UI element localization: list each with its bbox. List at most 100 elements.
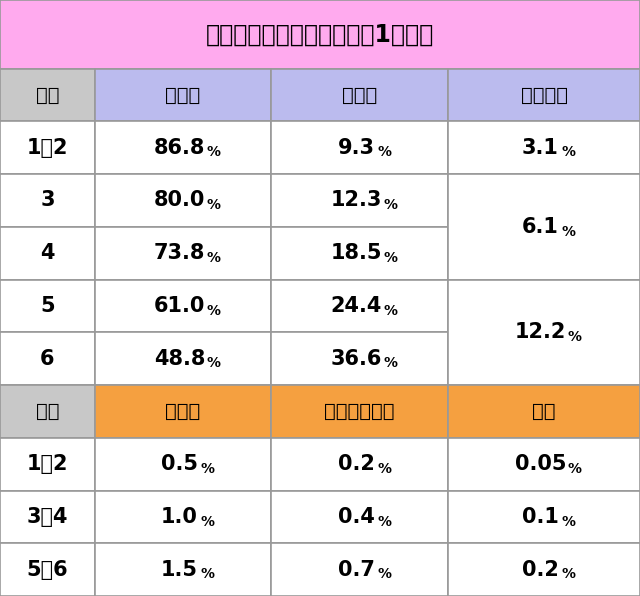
Text: 超高確へ: 超高確へ — [520, 85, 568, 104]
Text: 1・2: 1・2 — [27, 138, 68, 158]
Text: 6: 6 — [40, 349, 54, 369]
Bar — [0, 491, 95, 544]
Text: %: % — [378, 145, 392, 160]
Text: 3・4: 3・4 — [27, 507, 68, 527]
Bar — [271, 544, 448, 596]
Text: 1.0: 1.0 — [161, 507, 198, 527]
Text: 48.8: 48.8 — [154, 349, 205, 369]
Bar — [448, 491, 640, 544]
Text: 設定: 設定 — [36, 85, 59, 104]
Text: %: % — [383, 198, 397, 212]
Text: 73.8: 73.8 — [154, 243, 205, 263]
Bar — [95, 122, 271, 174]
Text: %: % — [378, 462, 392, 476]
Text: %: % — [378, 567, 392, 582]
Bar — [95, 438, 271, 491]
Text: 1.5: 1.5 — [161, 560, 198, 580]
Bar — [95, 280, 271, 333]
Text: 高確へ: 高確へ — [342, 85, 378, 104]
Text: 86.8: 86.8 — [154, 138, 205, 158]
Text: 5: 5 — [40, 296, 54, 316]
Text: %: % — [378, 515, 392, 529]
Bar — [95, 544, 271, 596]
Bar — [95, 69, 271, 122]
Bar — [0, 385, 95, 438]
Text: 0.7: 0.7 — [337, 560, 374, 580]
Bar — [0, 227, 95, 280]
Text: %: % — [201, 515, 215, 529]
Bar — [271, 280, 448, 333]
Bar — [0, 333, 95, 385]
Bar — [95, 227, 271, 280]
Text: 1・2: 1・2 — [27, 454, 68, 474]
Text: 0.2: 0.2 — [522, 560, 559, 580]
Bar — [271, 385, 448, 438]
Bar — [448, 122, 640, 174]
Text: %: % — [206, 145, 220, 160]
Bar — [0, 174, 95, 227]
Text: %: % — [201, 462, 215, 476]
Text: 3: 3 — [40, 191, 54, 210]
Bar — [271, 69, 448, 122]
Bar — [448, 174, 640, 280]
Bar — [448, 69, 640, 122]
Text: %: % — [206, 356, 220, 371]
Text: バトル: バトル — [165, 402, 201, 421]
Text: %: % — [562, 225, 576, 238]
Text: 80.0: 80.0 — [154, 191, 205, 210]
Bar — [95, 385, 271, 438]
Bar — [271, 122, 448, 174]
Bar — [448, 544, 640, 596]
Text: 0.05: 0.05 — [515, 454, 566, 474]
Text: 弱チャンス目（リールロッ1段階）: 弱チャンス目（リールロッ1段階） — [206, 22, 434, 46]
Bar — [271, 227, 448, 280]
Bar — [0, 0, 640, 69]
Text: %: % — [206, 251, 220, 265]
Text: %: % — [383, 356, 397, 371]
Text: %: % — [568, 462, 581, 476]
Text: %: % — [562, 567, 576, 582]
Text: 設定: 設定 — [36, 402, 59, 421]
Text: %: % — [383, 304, 397, 318]
Bar — [271, 174, 448, 227]
Text: 12.3: 12.3 — [330, 191, 381, 210]
Bar — [0, 122, 95, 174]
Text: 18.5: 18.5 — [330, 243, 381, 263]
Text: %: % — [562, 145, 576, 160]
Text: 0.5: 0.5 — [161, 454, 198, 474]
Text: 61.0: 61.0 — [154, 296, 205, 316]
Text: 24.4: 24.4 — [330, 296, 381, 316]
Bar — [448, 438, 640, 491]
Bar — [0, 544, 95, 596]
Bar — [95, 491, 271, 544]
Text: %: % — [562, 515, 576, 529]
Text: 4: 4 — [40, 243, 54, 263]
Text: %: % — [206, 198, 220, 212]
Text: 6.1: 6.1 — [522, 217, 559, 237]
Bar — [95, 174, 271, 227]
Text: 0.2: 0.2 — [337, 454, 374, 474]
Bar — [448, 385, 640, 438]
Text: 3.1: 3.1 — [522, 138, 559, 158]
Text: %: % — [201, 567, 215, 582]
Bar — [271, 438, 448, 491]
Text: %: % — [383, 251, 397, 265]
Bar — [271, 491, 448, 544]
Text: 12.2: 12.2 — [515, 322, 566, 342]
Text: %: % — [568, 330, 581, 344]
Text: 帝王: 帝王 — [532, 402, 556, 421]
Text: 36.6: 36.6 — [330, 349, 381, 369]
Text: %: % — [206, 304, 220, 318]
Bar — [271, 333, 448, 385]
Bar — [0, 438, 95, 491]
Text: 0.1: 0.1 — [522, 507, 559, 527]
Bar — [0, 69, 95, 122]
Text: 5・6: 5・6 — [26, 560, 68, 580]
Bar — [95, 333, 271, 385]
Text: ノックアウト: ノックアウト — [324, 402, 395, 421]
Bar — [448, 280, 640, 385]
Bar — [0, 280, 95, 333]
Text: 9.3: 9.3 — [337, 138, 374, 158]
Text: 0.4: 0.4 — [337, 507, 374, 527]
Text: 中確へ: 中確へ — [165, 85, 201, 104]
